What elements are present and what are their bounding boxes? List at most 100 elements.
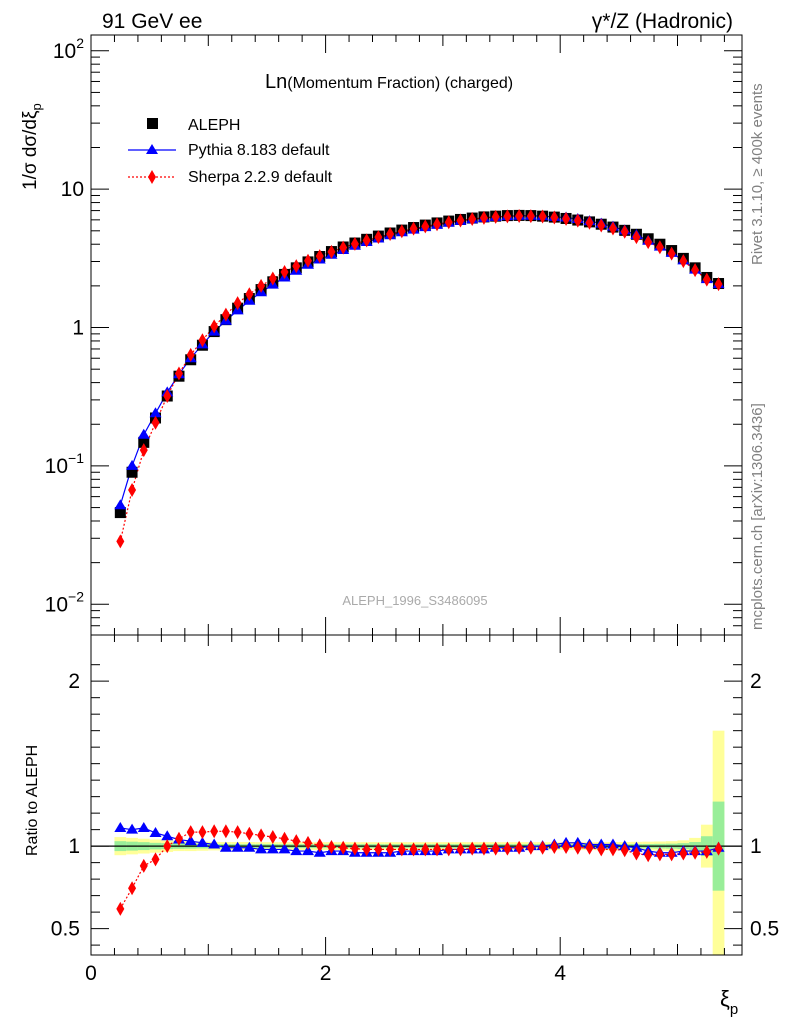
ratio-sherpa-point — [644, 848, 653, 863]
sherpa-point — [503, 209, 512, 224]
ratio-pythia-point — [114, 821, 127, 832]
sherpa-point — [538, 209, 547, 224]
main-y-tick-label: 10−2 — [45, 588, 85, 616]
ratio-sherpa-point — [585, 840, 594, 855]
ratio-sherpa-point — [597, 842, 606, 857]
sherpa-point — [573, 213, 582, 228]
sherpa-point — [280, 264, 289, 279]
ratio-sherpa-point — [667, 847, 676, 862]
ratio-sherpa-point — [128, 881, 137, 896]
ratio-sherpa-point — [374, 842, 383, 857]
pythia-point — [114, 499, 127, 510]
sherpa-point — [433, 217, 442, 232]
plot-title-sub: (Momentum Fraction) (charged) — [287, 75, 513, 92]
header-right: γ*/Z (Hadronic) — [592, 10, 733, 33]
x-tick-label: 0 — [85, 962, 97, 985]
ratio-sherpa-point — [655, 847, 664, 862]
ratio-sherpa-line — [119, 830, 719, 910]
sherpa-point — [409, 221, 418, 236]
ratio-y-tick-label-right: 2 — [750, 670, 762, 693]
main-y-label-text: 1/σ dσ/dξ — [20, 110, 41, 190]
ratio-sherpa-point — [280, 831, 289, 846]
sherpa-point — [397, 224, 406, 239]
sherpa-point — [714, 277, 723, 292]
legend-label-sherpa: Sherpa 2.2.9 default — [188, 169, 333, 186]
sherpa-point — [350, 236, 359, 251]
main-y-label: 1/σ dσ/dξp — [20, 103, 44, 190]
main-y-tick-label: 10 — [61, 178, 84, 201]
ratio-sherpa-point — [479, 841, 488, 856]
ratio-pythia-point — [255, 843, 268, 854]
ratio-pythia-point — [243, 841, 256, 852]
main-plot — [114, 208, 725, 549]
ratio-sherpa-point — [714, 841, 723, 856]
sherpa-point — [257, 278, 266, 293]
sherpa-point — [116, 534, 125, 549]
sherpa-point — [585, 215, 594, 230]
sherpa-point — [268, 271, 277, 286]
ratio-y-label: Ratio to ALEPH — [24, 745, 41, 856]
ratio-sherpa-point — [221, 824, 230, 839]
ratio-pythia-point — [266, 843, 279, 854]
ratio-sherpa-point — [362, 842, 371, 857]
ratio-pythia-point — [278, 843, 291, 854]
ratio-sherpa-point — [139, 858, 148, 873]
sherpa-point — [667, 246, 676, 261]
sherpa-point — [386, 227, 395, 242]
ratio-pythia-point — [149, 826, 162, 837]
legend-label-pythia: Pythia 8.183 default — [188, 142, 330, 159]
ratio-sherpa-point — [257, 828, 266, 843]
ratio-sherpa-point — [409, 842, 418, 857]
pythia-point — [149, 407, 162, 418]
sherpa-point — [374, 230, 383, 245]
ratio-sherpa-point — [233, 825, 242, 840]
ratio-pythia-point — [231, 841, 244, 852]
ratio-pythia-point — [137, 821, 150, 832]
ratio-sherpa-point — [421, 842, 430, 857]
ratio-sherpa-point — [573, 840, 582, 855]
ratio-pythia-point — [161, 830, 174, 841]
main-y-tick-label: 1 — [72, 317, 84, 340]
sherpa-point — [644, 235, 653, 250]
aleph-point — [126, 466, 138, 478]
legend-marker-pythia — [146, 144, 158, 154]
ratio-sherpa-point — [468, 841, 477, 856]
sherpa-point — [479, 210, 488, 225]
ratio-sherpa-point — [444, 842, 453, 857]
sherpa-point — [655, 240, 664, 255]
ratio-pythia-line — [120, 827, 719, 854]
sherpa-point — [608, 221, 617, 236]
sherpa-point — [491, 209, 500, 224]
sherpa-point — [562, 211, 571, 226]
sherpa-point — [174, 366, 183, 381]
legend-marker-aleph — [147, 118, 158, 129]
ratio-sherpa-point — [327, 839, 336, 854]
sherpa-point — [128, 482, 137, 497]
pythia-line — [119, 215, 719, 506]
sherpa-point — [632, 230, 641, 245]
ratio-plot — [91, 730, 742, 955]
sherpa-point — [550, 210, 559, 225]
sherpa-point — [151, 415, 160, 430]
ratio-pythia-point — [196, 836, 209, 847]
ratio-sherpa-point — [397, 842, 406, 857]
ratio-sherpa-point — [503, 841, 512, 856]
ratio-pythia-point — [302, 845, 314, 856]
ratio-sherpa-point — [562, 839, 571, 854]
plot-title: Ln(Momentum Fraction) (charged) — [265, 71, 513, 93]
ratio-frame — [90, 634, 743, 956]
ratio-sherpa-point — [491, 841, 500, 856]
ratio-sherpa-point — [245, 826, 254, 841]
sherpa-point — [362, 233, 371, 248]
sherpa-point — [339, 240, 348, 255]
ratio-sherpa-point — [198, 825, 207, 840]
x-label-text: ξ — [720, 986, 730, 1011]
ratio-sherpa-point — [116, 901, 125, 916]
ratio-pythia-point — [290, 845, 303, 856]
sherpa-point — [221, 307, 230, 322]
plot-title-main: Ln — [265, 71, 287, 93]
sherpa-point — [304, 253, 312, 268]
aleph-point — [114, 507, 126, 519]
header-left: 91 GeV ee — [102, 10, 202, 33]
